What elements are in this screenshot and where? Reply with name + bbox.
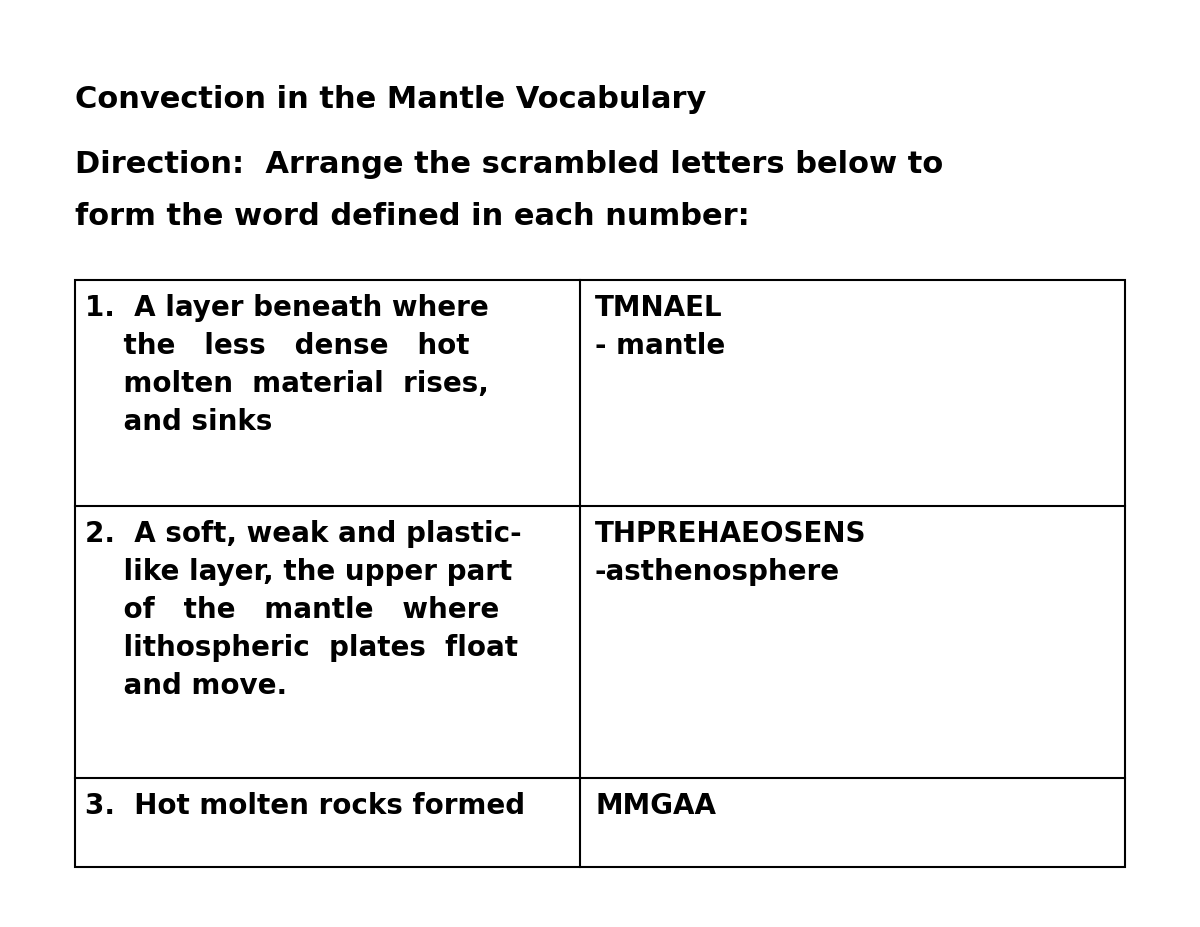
Bar — [74, 280, 1126, 867]
Text: Convection in the Mantle Vocabulary: Convection in the Mantle Vocabulary — [74, 85, 707, 114]
Text: 2.  A soft, weak and plastic-
    like layer, the upper part
    of   the   mant: 2. A soft, weak and plastic- like layer,… — [85, 520, 522, 700]
Text: TMNAEL
- mantle: TMNAEL - mantle — [595, 294, 725, 360]
Text: form the word defined in each number:: form the word defined in each number: — [74, 202, 750, 231]
Text: 3.  Hot molten rocks formed: 3. Hot molten rocks formed — [85, 793, 526, 820]
Text: Direction:  Arrange the scrambled letters below to: Direction: Arrange the scrambled letters… — [74, 150, 943, 179]
Text: MMGAA: MMGAA — [595, 793, 716, 820]
Text: THPREHAEOSENS
-asthenosphere: THPREHAEOSENS -asthenosphere — [595, 520, 866, 586]
Text: 1.  A layer beneath where
    the   less   dense   hot
    molten  material  ris: 1. A layer beneath where the less dense … — [85, 294, 488, 436]
